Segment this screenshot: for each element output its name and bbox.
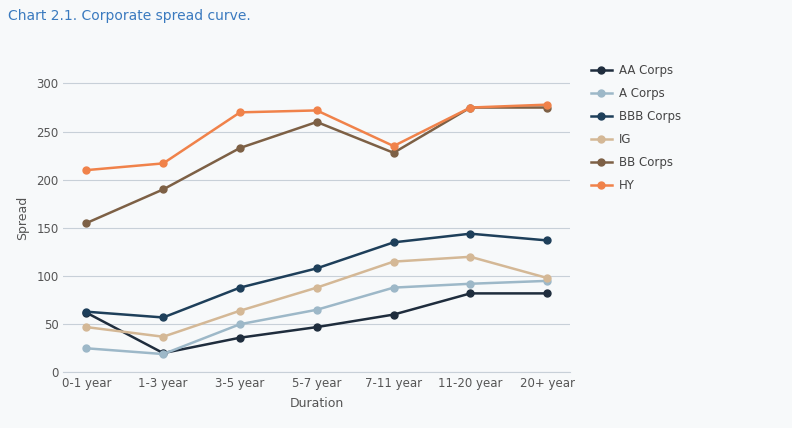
IG bbox=[82, 324, 91, 330]
A Corps bbox=[235, 322, 245, 327]
A Corps bbox=[158, 351, 168, 357]
HY bbox=[312, 108, 322, 113]
HY bbox=[158, 161, 168, 166]
A Corps bbox=[543, 278, 552, 283]
HY bbox=[82, 168, 91, 173]
BBB Corps bbox=[158, 315, 168, 320]
BB Corps bbox=[389, 150, 398, 155]
AA Corps bbox=[543, 291, 552, 296]
BB Corps bbox=[312, 119, 322, 125]
BBB Corps bbox=[312, 266, 322, 271]
Y-axis label: Spread: Spread bbox=[17, 196, 29, 241]
AA Corps bbox=[235, 335, 245, 340]
Line: AA Corps: AA Corps bbox=[83, 290, 550, 357]
BBB Corps bbox=[543, 238, 552, 243]
Line: BB Corps: BB Corps bbox=[83, 104, 550, 226]
BB Corps bbox=[466, 105, 475, 110]
Line: IG: IG bbox=[83, 253, 550, 340]
AA Corps bbox=[82, 310, 91, 315]
BB Corps bbox=[158, 187, 168, 192]
X-axis label: Duration: Duration bbox=[290, 397, 344, 410]
HY bbox=[235, 110, 245, 115]
Text: Chart 2.1. Corporate spread curve.: Chart 2.1. Corporate spread curve. bbox=[8, 9, 251, 23]
A Corps bbox=[466, 281, 475, 286]
IG bbox=[543, 276, 552, 281]
BBB Corps bbox=[82, 309, 91, 314]
HY bbox=[543, 102, 552, 107]
Line: A Corps: A Corps bbox=[83, 277, 550, 357]
BBB Corps bbox=[466, 231, 475, 236]
HY bbox=[389, 143, 398, 149]
A Corps bbox=[389, 285, 398, 290]
IG bbox=[466, 254, 475, 259]
BB Corps bbox=[543, 105, 552, 110]
AA Corps bbox=[312, 324, 322, 330]
HY bbox=[466, 105, 475, 110]
BB Corps bbox=[82, 220, 91, 226]
Legend: AA Corps, A Corps, BBB Corps, IG, BB Corps, HY: AA Corps, A Corps, BBB Corps, IG, BB Cor… bbox=[591, 64, 681, 192]
AA Corps bbox=[466, 291, 475, 296]
IG bbox=[235, 308, 245, 313]
A Corps bbox=[82, 346, 91, 351]
BBB Corps bbox=[235, 285, 245, 290]
IG bbox=[389, 259, 398, 264]
BBB Corps bbox=[389, 240, 398, 245]
IG bbox=[312, 285, 322, 290]
Line: HY: HY bbox=[83, 101, 550, 174]
AA Corps bbox=[158, 351, 168, 356]
A Corps bbox=[312, 307, 322, 312]
IG bbox=[158, 334, 168, 339]
AA Corps bbox=[389, 312, 398, 317]
BB Corps bbox=[235, 146, 245, 151]
Line: BBB Corps: BBB Corps bbox=[83, 230, 550, 321]
